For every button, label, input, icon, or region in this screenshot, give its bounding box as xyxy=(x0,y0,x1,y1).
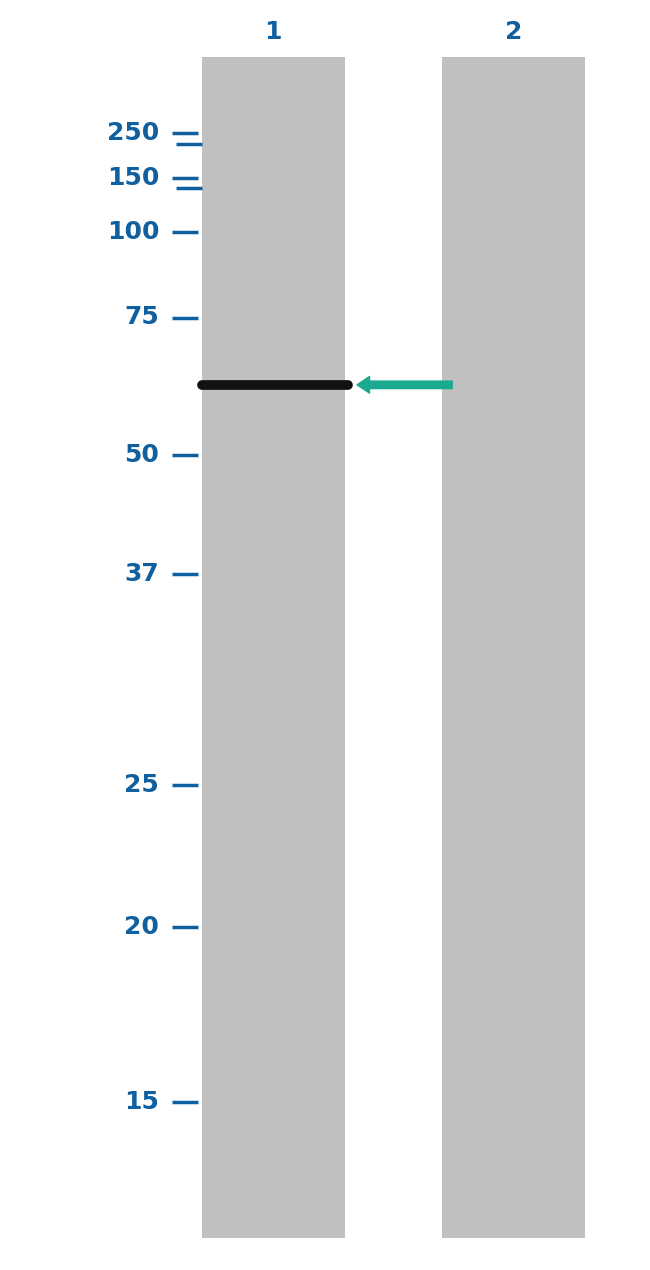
Text: 1: 1 xyxy=(265,20,281,43)
Text: 50: 50 xyxy=(124,443,159,466)
Text: 100: 100 xyxy=(107,221,159,244)
Bar xyxy=(202,57,344,1238)
Text: 250: 250 xyxy=(107,122,159,145)
Text: 25: 25 xyxy=(125,773,159,796)
Text: 150: 150 xyxy=(107,166,159,189)
Bar xyxy=(442,57,585,1238)
Text: 2: 2 xyxy=(505,20,522,43)
Text: 15: 15 xyxy=(124,1091,159,1114)
Text: 20: 20 xyxy=(124,916,159,939)
Text: 37: 37 xyxy=(125,563,159,585)
Text: 75: 75 xyxy=(125,306,159,329)
